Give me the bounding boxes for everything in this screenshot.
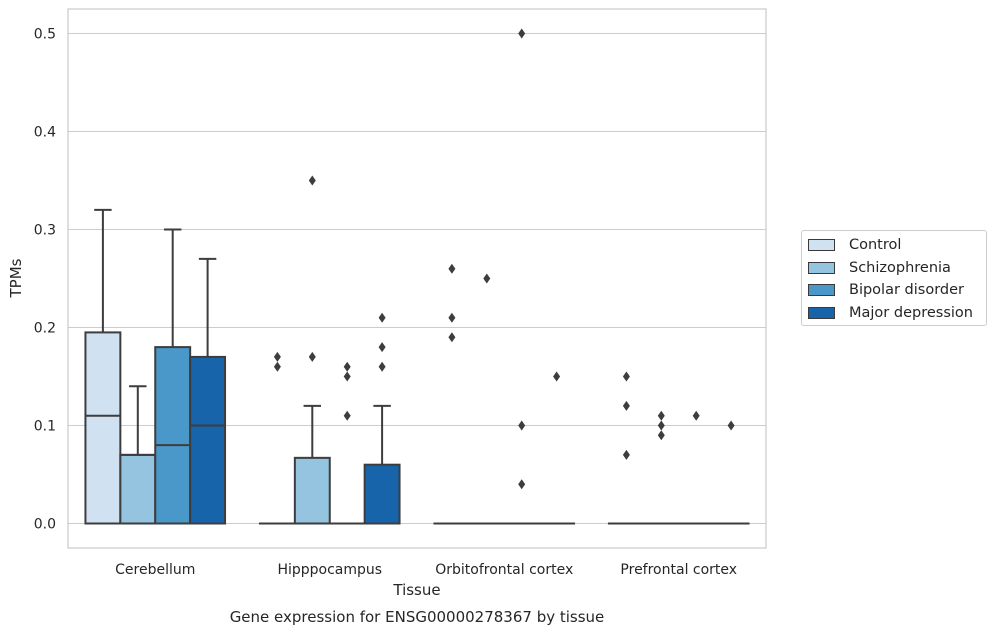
outlier-point <box>308 175 316 186</box>
outlier-point <box>483 273 491 284</box>
box-body <box>189 355 227 525</box>
outlier-point <box>553 371 561 382</box>
outlier-point <box>378 312 386 323</box>
legend-swatch <box>808 306 835 319</box>
y-tick-label: 0.0 <box>34 517 56 533</box>
legend-label: Bipolar disorder <box>849 282 964 299</box>
legend-item: Schizophrenia <box>808 257 986 280</box>
x-tick-label: Prefrontal cortex <box>620 562 737 578</box>
outlier-point <box>622 449 630 460</box>
outlier-point <box>378 342 386 353</box>
legend: Control Schizophrenia Bipolar disorder Majo… <box>801 230 987 326</box>
chart-caption: Gene expression for ENSG00000278367 by t… <box>230 608 605 626</box>
outlier-point <box>692 410 700 421</box>
outlier-point <box>273 351 281 362</box>
outlier-point <box>343 361 351 372</box>
x-axis-label: Tissue <box>392 581 440 599</box>
y-axis-label: TPMs <box>7 258 25 298</box>
outlier-point <box>343 410 351 421</box>
outlier-point <box>657 420 665 431</box>
outlier-point <box>622 400 630 411</box>
legend-item: Bipolar disorder <box>808 279 986 302</box>
box-0-0 <box>84 208 122 525</box>
box-0-1 <box>119 385 157 525</box>
box-body <box>363 463 401 525</box>
plot-area-frame <box>67 8 767 549</box>
legend-swatch <box>808 284 835 297</box>
outlier-point <box>343 371 351 382</box>
outlier-point <box>518 420 526 431</box>
box-body <box>154 346 192 525</box>
x-tick-labels: Cerebellum Hipppocampus Orbitofrontal cort… <box>115 562 737 578</box>
legend-label: Control <box>849 237 902 254</box>
box-plots <box>84 208 750 525</box>
y-tick-label: 0.2 <box>34 321 56 337</box>
outlier-point <box>273 361 281 372</box>
outlier-point <box>622 371 630 382</box>
outlier-point <box>657 430 665 441</box>
y-tick-label: 0.1 <box>34 419 56 435</box>
outlier-points <box>273 28 735 490</box>
outlier-point <box>657 410 665 421</box>
box-1-1 <box>293 404 331 525</box>
outlier-point <box>518 479 526 490</box>
outlier-point <box>448 332 456 343</box>
outlier-point <box>308 351 316 362</box>
legend-swatch <box>808 239 835 252</box>
outlier-point <box>448 312 456 323</box>
box-0-3 <box>189 257 227 525</box>
legend-label: Major depression <box>849 304 973 321</box>
outlier-point <box>378 361 386 372</box>
box-body <box>293 456 331 525</box>
box-0-2 <box>154 228 192 525</box>
y-tick-label: 0.4 <box>34 125 56 141</box>
box-body <box>119 453 157 525</box>
outlier-point <box>727 420 735 431</box>
legend-swatch <box>808 261 835 274</box>
y-tick-label: 0.5 <box>34 27 56 43</box>
y-tick-labels: 0.0 0.1 0.2 0.3 0.4 0.5 <box>34 27 56 533</box>
legend-item: Control <box>808 234 986 257</box>
legend-label: Schizophrenia <box>849 259 951 276</box>
x-tick-label: Cerebellum <box>115 562 195 578</box>
y-tick-label: 0.3 <box>34 223 56 239</box>
outlier-point <box>518 28 526 39</box>
box-body <box>84 331 122 525</box>
x-tick-label: Hipppocampus <box>277 562 382 578</box>
box-1-3 <box>363 404 401 525</box>
legend-item: Major depression <box>808 302 986 325</box>
x-tick-label: Orbitofrontal cortex <box>435 562 573 578</box>
outlier-point <box>448 263 456 274</box>
